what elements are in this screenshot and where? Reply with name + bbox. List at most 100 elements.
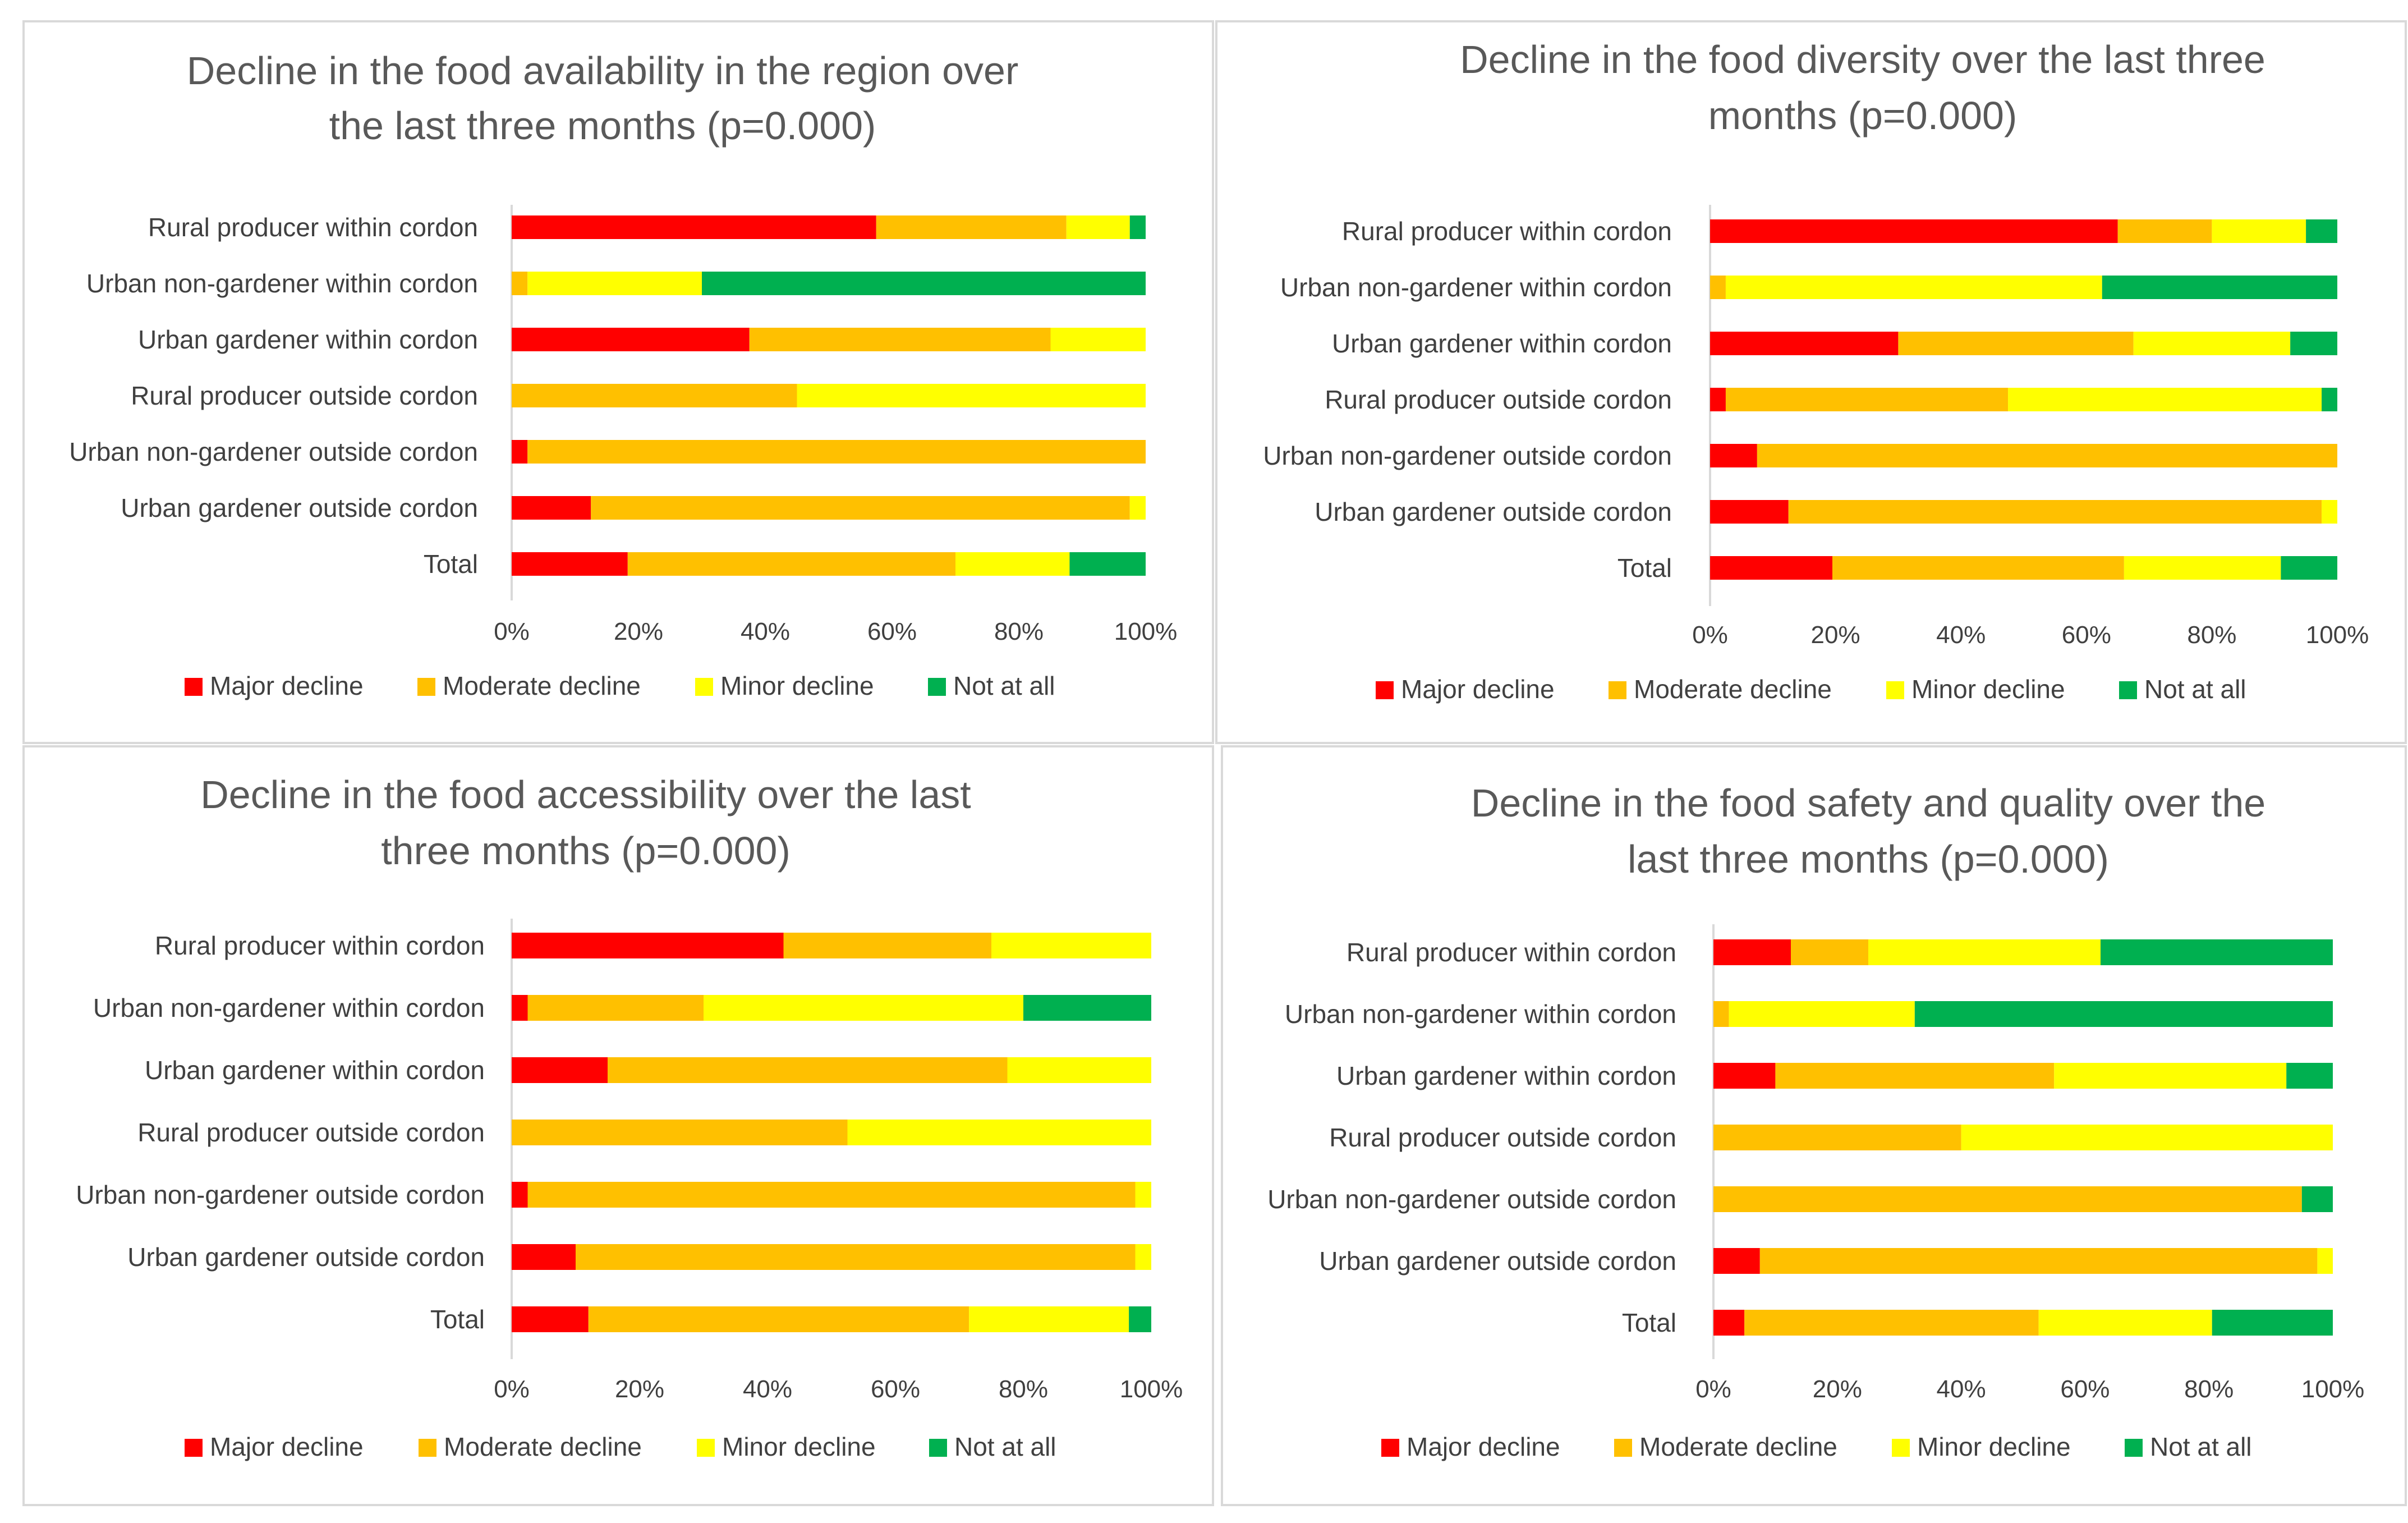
category-label-rural-producer-outside-cordon: Rural producer outside cordon [1329,1123,1676,1152]
category-label-rural-producer-within-cordon: Rural producer within cordon [155,931,485,960]
x-tick-label: 100% [2306,621,2369,649]
legend-label-minor-decline: Minor decline [1917,1432,2071,1461]
legend-swatch-minor-decline [1892,1439,1910,1457]
bar-major-decline-urban-gardener-within-cordon [512,328,750,351]
bar-moderate-decline-urban-gardener-outside-cordon [591,496,1130,520]
bar-minor-decline-rural-producer-within-cordon [1868,939,2101,965]
bar-minor-decline-rural-producer-within-cordon [1066,215,1130,239]
chart-title-line: the last three months (p=0.000) [329,104,876,148]
bar-major-decline-urban-non-gardener-outside-cordon [512,1182,528,1208]
legend-label-minor-decline: Minor decline [720,671,874,700]
chart-panel-safety-quality: Decline in the food safety and quality o… [1221,745,2407,1506]
bar-moderate-decline-urban-gardener-outside-cordon [1788,500,2322,524]
bar-major-decline-urban-gardener-within-cordon [512,1057,608,1083]
bar-minor-decline-rural-producer-outside-cordon [797,384,1146,407]
bar-minor-decline-urban-non-gardener-outside-cordon [1135,1182,1151,1208]
bar-minor-decline-urban-gardener-within-cordon [1007,1057,1151,1083]
bar-moderate-decline-rural-producer-outside-cordon [1725,388,2009,411]
category-label-urban-non-gardener-outside-cordon: Urban non-gardener outside cordon [1263,441,1672,470]
x-tick-label: 40% [1936,621,1986,649]
legend-swatch-major-decline [1381,1439,1399,1457]
bar-major-decline-rural-producer-within-cordon [1710,219,2118,243]
bar-moderate-decline-urban-gardener-within-cordon [1898,332,2134,355]
chart-accessibility: Decline in the food accessibility over t… [76,773,1183,1461]
x-tick-label: 20% [615,1375,664,1403]
category-label-urban-gardener-within-cordon: Urban gardener within cordon [1336,1061,1676,1090]
bar-not-at-all-rural-producer-within-cordon [2306,219,2337,243]
chart-panel-availability: Decline in the food availability in the … [22,20,1214,744]
bar-minor-decline-urban-gardener-outside-cordon [2322,500,2337,524]
bar-not-at-all-rural-producer-within-cordon [1129,215,1146,239]
x-tick-label: 80% [999,1375,1048,1403]
bar-minor-decline-urban-gardener-outside-cordon [1129,496,1146,520]
category-label-urban-non-gardener-within-cordon: Urban non-gardener within cordon [1280,273,1672,302]
bar-moderate-decline-rural-producer-outside-cordon [1713,1125,1961,1150]
x-tick-label: 20% [1811,621,1860,649]
legend-swatch-not-at-all [928,678,946,696]
legend-label-moderate-decline: Moderate decline [443,671,641,700]
x-tick-label: 0% [1692,621,1728,649]
legend-label-not-at-all: Not at all [954,1432,1056,1461]
bar-moderate-decline-rural-producer-within-cordon [2117,219,2212,243]
category-label-rural-producer-within-cordon: Rural producer within cordon [1342,217,1672,246]
bar-minor-decline-rural-producer-outside-cordon [1961,1125,2333,1150]
category-label-total: Total [1617,553,1672,582]
bar-major-decline-rural-producer-within-cordon [1713,939,1791,965]
x-tick-label: 80% [2184,1375,2234,1403]
category-label-urban-non-gardener-within-cordon: Urban non-gardener within cordon [1285,999,1676,1029]
bar-moderate-decline-urban-non-gardener-outside-cordon [1713,1186,2302,1212]
legend-swatch-minor-decline [697,1439,715,1457]
category-label-urban-non-gardener-outside-cordon: Urban non-gardener outside cordon [1267,1185,1676,1214]
category-label-urban-gardener-within-cordon: Urban gardener within cordon [145,1056,485,1085]
x-tick-label: 60% [2062,621,2111,649]
bar-minor-decline-urban-gardener-within-cordon [1050,328,1146,351]
legend-label-not-at-all: Not at all [953,671,1055,700]
x-tick-label: 20% [1813,1375,1862,1403]
legend-swatch-moderate-decline [417,678,435,696]
x-tick-label: 100% [1120,1375,1183,1403]
chart-panel-diversity: Decline in the food diversity over the l… [1215,20,2407,744]
bar-moderate-decline-total [588,1306,969,1332]
bar-moderate-decline-rural-producer-within-cordon [1791,939,1868,965]
bar-not-at-all-urban-non-gardener-within-cordon [1914,1001,2333,1027]
x-tick-label: 40% [741,618,790,645]
bar-moderate-decline-total [627,552,955,576]
bar-not-at-all-urban-non-gardener-within-cordon [1023,995,1151,1021]
bar-minor-decline-total [2124,556,2281,580]
bar-major-decline-rural-producer-outside-cordon [1710,388,1726,411]
bar-minor-decline-urban-non-gardener-within-cordon [704,995,1023,1021]
bar-major-decline-urban-gardener-outside-cordon [512,1244,576,1270]
bar-moderate-decline-urban-gardener-within-cordon [1775,1063,2055,1089]
chart-availability: Decline in the food availability in the … [69,49,1177,700]
bar-moderate-decline-total [1744,1310,2039,1336]
bar-not-at-all-rural-producer-within-cordon [2101,939,2333,965]
chart-title-line: Decline in the food safety and quality o… [1471,781,2265,825]
chart-panel-accessibility: Decline in the food accessibility over t… [22,745,1214,1506]
bar-not-at-all-rural-producer-outside-cordon [2322,388,2337,411]
category-label-urban-non-gardener-within-cordon: Urban non-gardener within cordon [93,993,485,1022]
category-label-urban-gardener-within-cordon: Urban gardener within cordon [1332,329,1672,358]
chart-title-line: months (p=0.000) [1708,94,2018,137]
bar-major-decline-urban-gardener-within-cordon [1710,332,1899,355]
x-tick-label: 100% [2301,1375,2365,1403]
bar-major-decline-urban-non-gardener-outside-cordon [1710,444,1757,467]
legend-swatch-major-decline [1376,681,1394,699]
x-tick-label: 0% [494,1375,530,1403]
bar-minor-decline-rural-producer-within-cordon [991,933,1151,958]
bar-minor-decline-urban-non-gardener-within-cordon [527,272,702,295]
legend-label-moderate-decline: Moderate decline [444,1432,642,1461]
legend-swatch-major-decline [185,678,203,696]
bar-moderate-decline-total [1832,556,2124,580]
legend-label-minor-decline: Minor decline [722,1432,876,1461]
category-label-urban-gardener-outside-cordon: Urban gardener outside cordon [1319,1246,1676,1276]
category-label-total: Total [1622,1308,1676,1337]
legend-swatch-major-decline [185,1439,203,1457]
bar-minor-decline-urban-gardener-outside-cordon [1135,1244,1151,1270]
legend-label-moderate-decline: Moderate decline [1634,675,1832,704]
legend-label-moderate-decline: Moderate decline [1639,1432,1837,1461]
category-label-total: Total [430,1305,485,1334]
bar-moderate-decline-urban-gardener-outside-cordon [1759,1248,2318,1274]
bar-minor-decline-urban-gardener-within-cordon [2054,1063,2287,1089]
bar-major-decline-urban-gardener-within-cordon [1713,1063,1776,1089]
bar-moderate-decline-urban-non-gardener-within-cordon [512,272,528,295]
